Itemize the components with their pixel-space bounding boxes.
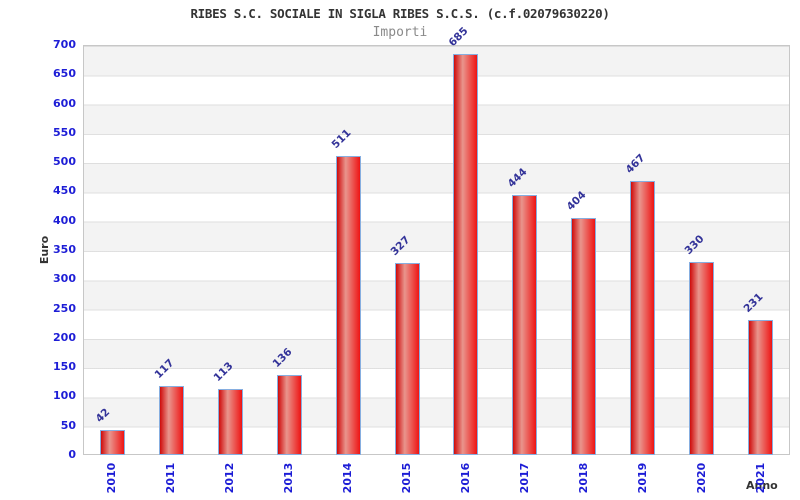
- x-tick-label: 2010: [105, 462, 119, 494]
- bar-2010: [99, 430, 125, 455]
- y-tick-label: 400: [53, 213, 76, 227]
- x-tick-label: 2018: [576, 462, 590, 494]
- bar-2014: [335, 155, 361, 455]
- bar-2015: [394, 263, 420, 455]
- x-tick-label: 2012: [223, 462, 237, 494]
- y-tick-label: 300: [53, 272, 76, 286]
- x-tick-label: 2019: [635, 462, 649, 494]
- x-tick-label: 2020: [694, 462, 708, 494]
- bar-2012: [217, 388, 243, 455]
- bar-2011: [158, 386, 184, 455]
- x-axis-title: Anno: [746, 479, 778, 492]
- y-tick-label: 200: [53, 330, 76, 344]
- x-tick-label: 2015: [400, 462, 414, 494]
- y-tick-label: 650: [53, 67, 76, 81]
- bar-2016: [453, 53, 479, 455]
- chart-subtitle: Importi: [372, 25, 428, 40]
- chart-title: RIBES S.C. SOCIALE IN SIGLA RIBES S.C.S.…: [190, 6, 610, 21]
- x-tick-label: 2017: [517, 462, 531, 494]
- y-tick-label: 500: [53, 155, 76, 169]
- y-tick-label: 150: [53, 360, 76, 374]
- y-tick-label: 100: [53, 389, 76, 403]
- y-tick-label: 450: [53, 184, 76, 198]
- bar-2020: [689, 261, 715, 455]
- y-tick-label: 600: [53, 96, 76, 110]
- x-tick-label: 2011: [164, 462, 178, 494]
- bar-2018: [571, 218, 597, 455]
- y-tick-label: 50: [60, 418, 76, 432]
- bar-2013: [276, 375, 302, 455]
- x-tick-label: 2014: [341, 462, 355, 494]
- bar-2019: [630, 181, 656, 455]
- x-tick-label: 2013: [282, 462, 296, 494]
- x-tick-label: 2021: [753, 462, 767, 494]
- x-tick-label: 2016: [458, 462, 472, 494]
- y-tick-label: 550: [53, 125, 76, 139]
- bar-2017: [512, 194, 538, 455]
- y-tick-label: 0: [68, 448, 76, 461]
- y-tick-label: 350: [53, 243, 76, 256]
- plot-area: [83, 45, 790, 455]
- y-tick-label: 700: [53, 38, 76, 51]
- bar-2021: [748, 319, 774, 455]
- y-tick-label: 250: [53, 301, 76, 315]
